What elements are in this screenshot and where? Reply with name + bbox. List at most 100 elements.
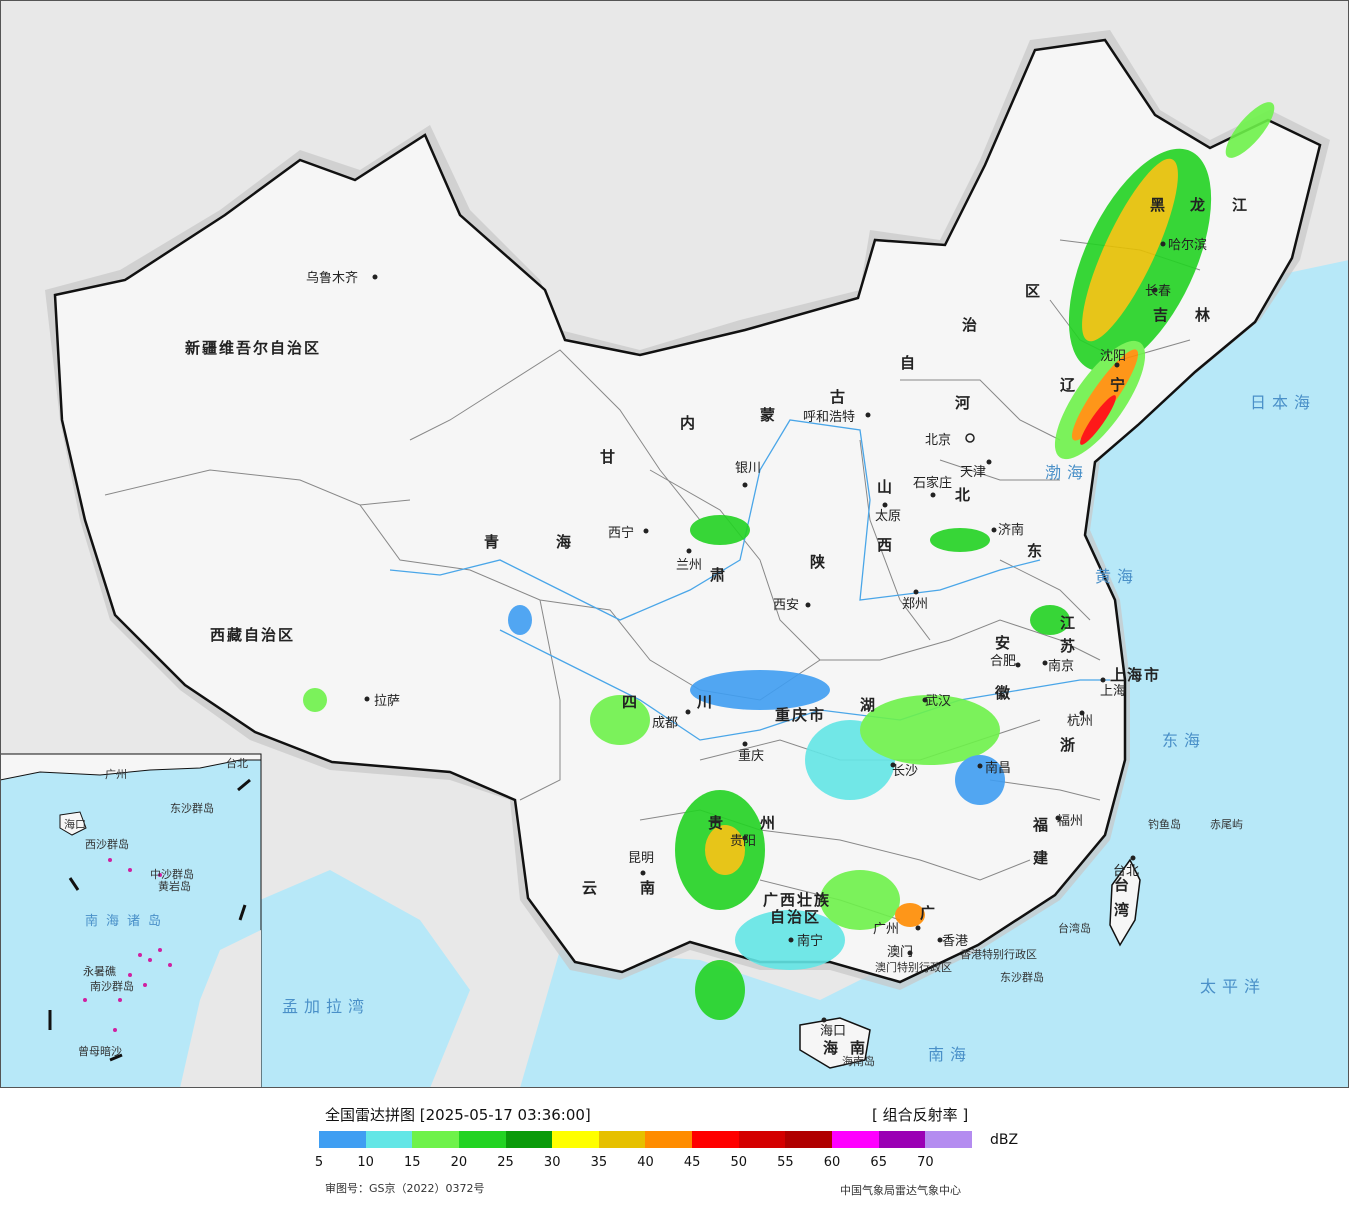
city-nanjing: 南京 bbox=[1048, 658, 1074, 674]
city-nanchang: 南昌 bbox=[985, 760, 1011, 776]
color-swatch bbox=[925, 1131, 972, 1148]
color-swatch bbox=[785, 1131, 833, 1148]
label-bei: 北 bbox=[955, 486, 972, 504]
rivers bbox=[389, 419, 1110, 741]
color-swatch bbox=[738, 1131, 786, 1148]
label-hei: 黑 bbox=[1150, 196, 1167, 214]
inset-yongshu: 永暑礁 bbox=[83, 964, 116, 978]
inset-zhongsha: 中沙群岛 bbox=[150, 867, 194, 881]
city-macau: 澳门 bbox=[887, 944, 913, 960]
city-guiyang: 贵阳 bbox=[730, 834, 756, 849]
city-harbin: 哈尔滨 bbox=[1168, 237, 1207, 253]
label-hai: 海 bbox=[556, 533, 573, 551]
china-land bbox=[53, 38, 1322, 984]
radar-echoes bbox=[303, 102, 1275, 1020]
scale-tick-label: 10 bbox=[357, 1155, 374, 1170]
sea-pacific: 太平洋 bbox=[1200, 977, 1266, 996]
city-jinan: 济南 bbox=[998, 522, 1024, 538]
city-shenyang: 沈阳 bbox=[1100, 349, 1126, 364]
legend-product-type: [ 组合反射率 ] bbox=[872, 1106, 969, 1124]
radar-map: 新疆维吾尔自治区 西藏自治区 青 海 甘 肃 内 蒙 古 自 治 区 黑 龙 江… bbox=[0, 0, 1349, 1088]
label-qu: 区 bbox=[1025, 282, 1042, 300]
legend-title: 全国雷达拼图 [2025-05-17 03:36:00] bbox=[325, 1106, 591, 1124]
label-wan: 湾 bbox=[1114, 901, 1131, 919]
label-liao: 辽 bbox=[1060, 376, 1077, 394]
city-beijing: 北京 bbox=[925, 433, 951, 448]
label-jiangsu-2: 苏 bbox=[1060, 637, 1077, 655]
inset-nansha: 南沙群岛 bbox=[90, 979, 134, 993]
sea-labels: 日本海 黄海 东海 太平洋 南海 孟加拉湾 渤海 bbox=[282, 393, 1310, 1064]
label-long: 龙 bbox=[1189, 196, 1207, 214]
label-zhou: 州 bbox=[759, 814, 777, 832]
scale-tick-label: 35 bbox=[590, 1155, 608, 1170]
color-swatch bbox=[878, 1131, 926, 1148]
label-meng: 蒙 bbox=[760, 406, 777, 424]
label-shanghai: 上海市 bbox=[1110, 666, 1161, 684]
label-hainan-1: 海 bbox=[823, 1039, 840, 1057]
city-dots bbox=[364, 241, 1166, 1023]
province-labels: 新疆维吾尔自治区 西藏自治区 青 海 甘 肃 内 蒙 古 自 治 区 黑 龙 江… bbox=[185, 196, 1247, 1057]
label-su: 肃 bbox=[710, 566, 727, 584]
bay-of-bengal bbox=[260, 870, 470, 1088]
scale-tick-label: 70 bbox=[917, 1155, 934, 1170]
label-an: 安 bbox=[995, 634, 1012, 652]
color-swatch bbox=[365, 1131, 413, 1148]
legend-unit: dBZ bbox=[990, 1132, 1019, 1148]
color-swatch bbox=[645, 1131, 693, 1148]
data-source: 中国气象局雷达气象中心 bbox=[840, 1184, 961, 1197]
color-swatch bbox=[412, 1131, 459, 1148]
label-ning: 宁 bbox=[1110, 376, 1127, 394]
city-wuhan: 武汉 bbox=[925, 694, 951, 709]
label-hk-sar: 香港特别行政区 bbox=[960, 947, 1037, 961]
city-lhasa: 拉萨 bbox=[374, 694, 400, 709]
label-jian: 建 bbox=[1033, 849, 1050, 867]
color-scale-bar bbox=[319, 1131, 972, 1148]
city-fuzhou: 福州 bbox=[1057, 814, 1083, 829]
scale-tick-label: 45 bbox=[683, 1155, 701, 1170]
inset-xisha: 西沙群岛 bbox=[85, 837, 129, 851]
province-borders bbox=[104, 239, 1201, 921]
inset-zengmu: 曾母暗沙 bbox=[78, 1044, 122, 1058]
label-si: 四 bbox=[622, 693, 639, 711]
scale-tick-label: 15 bbox=[404, 1155, 421, 1170]
city-xining: 西宁 bbox=[608, 525, 634, 541]
scale-tick-label: 20 bbox=[450, 1155, 468, 1170]
scale-tick-label: 65 bbox=[870, 1155, 887, 1170]
label-hu: 湖 bbox=[860, 696, 877, 714]
scale-tick-label: 60 bbox=[823, 1155, 841, 1170]
label-zhe: 浙 bbox=[1060, 736, 1077, 754]
label-chongqing: 重庆市 bbox=[775, 706, 826, 724]
inset-huangyan: 黄岩岛 bbox=[158, 879, 191, 893]
city-hangzhou: 杭州 bbox=[1067, 714, 1093, 729]
label-tai: 台 bbox=[1114, 876, 1131, 894]
label-qing: 青 bbox=[484, 533, 501, 551]
label-shan: 山 bbox=[877, 478, 894, 496]
island-chiwei: 赤尾屿 bbox=[1210, 818, 1243, 831]
label-guangxi: 广西壮族 bbox=[763, 891, 831, 909]
island-taiwan: 台湾岛 bbox=[1058, 921, 1091, 935]
island-labels: 钓鱼岛 赤尾屿 东沙群岛 香港特别行政区 澳门特别行政区 台湾岛 海南岛 bbox=[842, 817, 1243, 1068]
label-zhi: 治 bbox=[962, 316, 979, 334]
scale-tick-label: 40 bbox=[637, 1155, 654, 1170]
label-fu: 福 bbox=[1032, 816, 1050, 834]
legend-panel bbox=[0, 1088, 1349, 1208]
scale-tick-label: 50 bbox=[730, 1155, 748, 1170]
city-yinchuan: 银川 bbox=[735, 461, 761, 476]
inset-haikou: 海口 bbox=[64, 817, 86, 831]
inset-guangzhou: 广州 bbox=[105, 768, 127, 781]
label-gui: 贵 bbox=[708, 814, 725, 832]
scale-tick-label: 25 bbox=[497, 1155, 514, 1170]
label-gan: 甘 bbox=[600, 448, 617, 466]
city-taiyuan: 太原 bbox=[875, 509, 901, 524]
city-tianjin: 天津 bbox=[960, 465, 986, 480]
color-swatch bbox=[505, 1131, 553, 1148]
label-chuan: 川 bbox=[696, 693, 714, 711]
city-hongkong: 香港 bbox=[942, 934, 968, 949]
label-gu: 古 bbox=[830, 388, 847, 406]
color-swatch bbox=[832, 1131, 879, 1148]
city-labels: 乌鲁木齐 拉萨 西宁 兰州 银川 呼和浩特 北京 天津 石家庄 太原 济南 郑州… bbox=[306, 237, 1207, 1039]
city-nanning: 南宁 bbox=[797, 933, 823, 949]
label-he: 河 bbox=[955, 394, 972, 412]
island-diaoyu: 钓鱼岛 bbox=[1148, 817, 1181, 831]
city-hefei: 合肥 bbox=[990, 654, 1016, 669]
